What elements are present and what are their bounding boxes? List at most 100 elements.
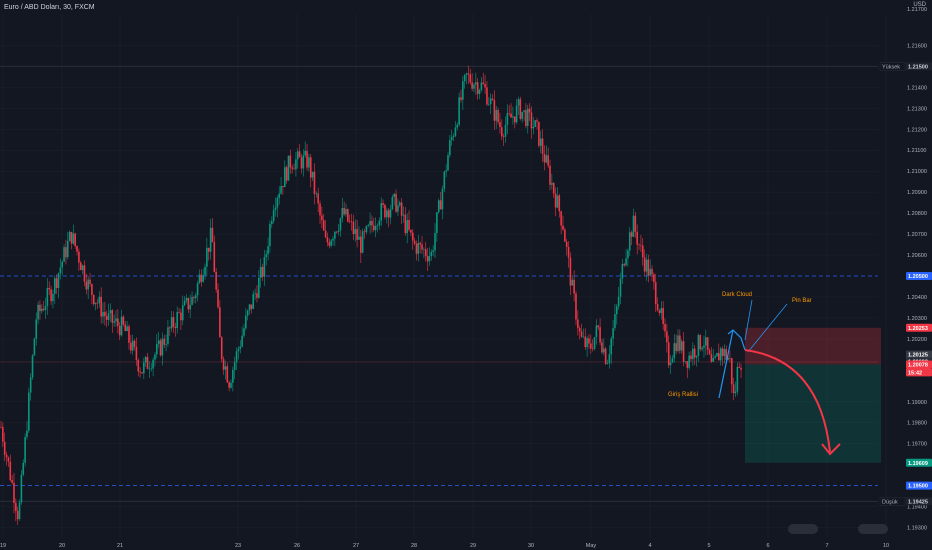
candle-body bbox=[717, 353, 720, 361]
candle-body bbox=[334, 231, 336, 239]
low-tag-prefix-bg bbox=[879, 497, 906, 506]
candle-body bbox=[113, 321, 115, 323]
candle-body bbox=[597, 325, 600, 328]
y-tick-label: 1.20600 bbox=[907, 253, 927, 259]
price-tag-bg bbox=[906, 360, 932, 369]
candle-body bbox=[131, 340, 134, 351]
candle-body bbox=[148, 368, 151, 370]
x-tick-label: 27 bbox=[353, 543, 359, 549]
price-tag: 1.19609 bbox=[908, 461, 928, 467]
candle-body bbox=[78, 251, 80, 263]
candle-body bbox=[591, 348, 594, 350]
candle-body bbox=[360, 236, 362, 253]
candle-body bbox=[285, 167, 288, 181]
candle-body bbox=[575, 293, 577, 320]
candle-body bbox=[612, 328, 614, 339]
logo-icon bbox=[788, 524, 888, 534]
candle-body bbox=[44, 305, 47, 310]
candle-body bbox=[506, 113, 509, 125]
candle-body bbox=[424, 249, 427, 257]
candle-body bbox=[178, 312, 180, 313]
candle-body bbox=[601, 342, 603, 353]
candle-body bbox=[319, 203, 321, 216]
high-tag-prefix: Yüksek bbox=[882, 64, 900, 70]
candle-body bbox=[684, 361, 687, 362]
candle-body bbox=[2, 427, 4, 442]
candle-body bbox=[449, 140, 451, 156]
support-tag-bg bbox=[906, 481, 932, 490]
candle-body bbox=[309, 157, 312, 178]
candle-body bbox=[565, 241, 568, 247]
candle-body bbox=[608, 354, 611, 364]
candle-body bbox=[556, 195, 559, 208]
projection-arrow-head bbox=[821, 443, 841, 456]
candle-body bbox=[282, 185, 284, 188]
candle-body bbox=[356, 229, 358, 240]
candle-body bbox=[163, 338, 166, 345]
candle-body bbox=[384, 204, 386, 218]
candle-body bbox=[679, 335, 681, 351]
candle-body bbox=[647, 259, 650, 276]
candle-body bbox=[335, 231, 338, 233]
candle-body bbox=[623, 264, 626, 266]
candle-body bbox=[693, 348, 696, 358]
candle-body bbox=[378, 220, 381, 226]
candle-body bbox=[254, 293, 256, 295]
candle-body bbox=[628, 232, 631, 251]
candle-body bbox=[16, 511, 19, 520]
candle-body bbox=[680, 341, 683, 351]
candle-body bbox=[621, 264, 624, 279]
candle-body bbox=[523, 110, 525, 112]
candle-body bbox=[482, 82, 485, 84]
candle-body bbox=[343, 208, 345, 215]
candle-body bbox=[604, 348, 607, 364]
candle-body bbox=[564, 229, 566, 242]
candle-body bbox=[382, 203, 384, 205]
candle-body bbox=[241, 335, 243, 347]
candle-body bbox=[456, 124, 459, 128]
candle-body bbox=[168, 327, 171, 329]
candle-body bbox=[317, 193, 319, 204]
candle-body bbox=[295, 159, 297, 170]
x-tick-label: 23 bbox=[235, 543, 241, 549]
candle-body bbox=[70, 231, 73, 244]
candle-body bbox=[423, 249, 425, 250]
candle-body bbox=[243, 328, 245, 336]
arrow-line bbox=[718, 329, 734, 399]
candle-body bbox=[699, 335, 702, 350]
candle-body bbox=[502, 136, 505, 138]
candle-body bbox=[159, 340, 162, 356]
candle-body bbox=[128, 326, 130, 343]
candle-body bbox=[437, 200, 440, 213]
candle-body bbox=[530, 112, 533, 129]
candle-body bbox=[708, 350, 711, 355]
candle-body bbox=[252, 294, 255, 309]
support-tag: 1.19500 bbox=[908, 484, 928, 490]
candle-body bbox=[367, 225, 370, 227]
x-tick-label: 21 bbox=[117, 543, 123, 549]
candle-body bbox=[406, 220, 408, 234]
candle-body bbox=[434, 233, 436, 251]
candle-body bbox=[337, 230, 340, 232]
candle-body bbox=[85, 281, 88, 290]
candle-body bbox=[139, 371, 141, 373]
candle-body bbox=[57, 273, 60, 288]
candle-body bbox=[59, 267, 62, 274]
candle-body bbox=[33, 338, 36, 356]
candle-body bbox=[296, 151, 299, 160]
candle-body bbox=[185, 297, 188, 301]
candle-body bbox=[686, 361, 689, 368]
candle-body bbox=[439, 200, 442, 210]
candle-body bbox=[104, 311, 106, 317]
candle-body bbox=[189, 304, 191, 310]
candle-body bbox=[480, 82, 483, 90]
candle-body bbox=[664, 324, 666, 332]
annotation-pin-bar: Pin Bar bbox=[792, 298, 812, 304]
candle-body bbox=[371, 220, 373, 226]
candle-body bbox=[53, 278, 56, 294]
price-tag-bg bbox=[906, 458, 932, 467]
candle-body bbox=[513, 116, 516, 123]
candle-body bbox=[272, 210, 275, 222]
